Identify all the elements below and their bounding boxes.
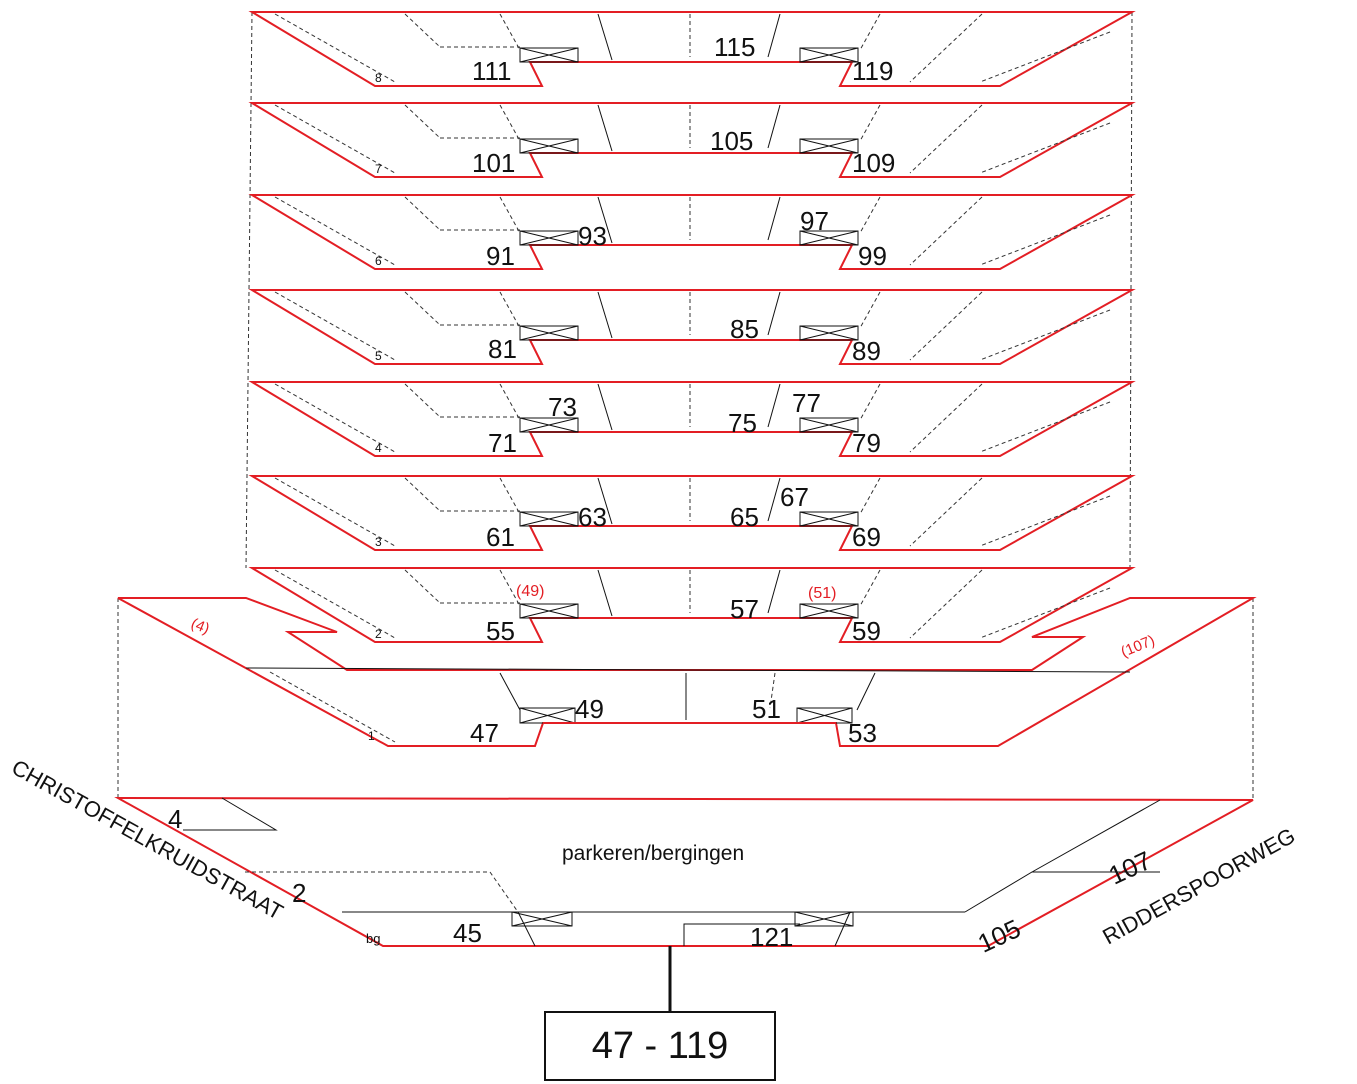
floor-level-label: 5 [375,349,382,363]
upper-floors: 8 111 115 119 7 101 105 109 6 91 93 97 99 5 81 85 89 4 71 7… [248,11,1136,646]
unit-number-75: 75 [728,408,757,438]
unit-number-65: 65 [730,502,759,532]
unit-number-79: 79 [852,428,881,458]
ground-unit-105: 105 [973,913,1025,959]
ground-outline [114,796,1254,947]
unit-number-105: 105 [710,126,753,156]
street-left: CHRISTOFFELKRUIDSTRAAT [8,755,288,925]
floor-level-label: 4 [375,441,382,455]
ground-unit-2: 2 [292,878,306,908]
floor-level-label: 3 [375,535,382,549]
floor-outline [248,11,1136,87]
ground-area-label: parkeren/bergingen [562,842,744,865]
floor-outline [248,475,1136,551]
former-unit-51: (51) [808,585,836,602]
unit-51: 51 [752,694,781,724]
street-right: RIDDERSPOORWEG [1098,823,1299,950]
unit-number-61: 61 [486,522,515,552]
unit-number-59: 59 [852,616,881,646]
floor-5: 5 81 85 89 [248,289,1136,366]
unit-number-109: 109 [852,148,895,178]
unit-number-69: 69 [852,522,881,552]
unit-number-57: 57 [730,594,759,624]
unit-number-77: 77 [792,388,821,418]
wing-label-left: (4) [188,615,211,638]
floor-3: 3 61 63 65 67 69 [248,475,1136,552]
former-unit-49: (49) [516,583,544,600]
unit-number-63: 63 [578,502,607,532]
unit-number-81: 81 [488,334,517,364]
ground-unit-4: 4 [168,804,182,834]
unit-number-89: 89 [852,336,881,366]
podium-wings: (4) (107) [117,597,1257,747]
floor-4: 4 71 73 75 77 79 [248,381,1136,458]
unit-number-67: 67 [780,482,809,512]
unit-number-97: 97 [800,206,829,236]
unit-47: 47 [470,718,499,748]
unit-number-73: 73 [548,392,577,422]
range-label: 47 - 119 [592,1025,729,1067]
unit-number-93: 93 [578,221,607,251]
unit-number-119: 119 [852,56,893,86]
floor-outline [248,102,1136,178]
floor-1: 1 47 49 51 53 [269,671,877,748]
floor-outline [248,194,1136,270]
floor-level-1: 1 [368,729,375,743]
podium-divider [245,667,1131,673]
floor-level-label: 6 [375,254,382,268]
floor-6: 6 91 93 97 99 [248,194,1136,271]
floor-level-label: 7 [375,162,382,176]
unit-number-91: 91 [486,241,515,271]
podium-outline [117,597,1257,747]
address-range: 47 - 119 [544,946,776,1081]
floor-outline [248,381,1136,457]
unit-53: 53 [848,718,877,748]
floor-level-label: 8 [375,71,382,85]
unit-number-71: 71 [488,428,517,458]
unit-number-99: 99 [858,241,887,271]
unit-number-55: 55 [486,616,515,646]
ground-floor: parkeren/bergingen bg 4 2 45 121 105 107 [114,796,1254,959]
unit-number-115: 115 [714,32,755,62]
ground-unit-45: 45 [453,918,482,948]
floor-outline [248,567,1136,643]
ground-level-label: bg [366,931,380,946]
unit-number-85: 85 [730,314,759,344]
unit-number-111: 111 [472,56,512,86]
floor-8: 8 111 115 119 [248,11,1136,87]
ground-unit-107: 107 [1104,845,1156,891]
floor-level-label: 2 [375,627,382,641]
range-box [544,1011,776,1081]
floor-outline [248,289,1136,365]
floor-2: 2 55 57 59 (49) (51) [248,567,1136,646]
floor-7: 7 101 105 109 [248,102,1136,178]
unit-number-101: 101 [472,148,515,178]
unit-49: 49 [575,694,604,724]
ground-unit-121: 121 [750,922,793,952]
